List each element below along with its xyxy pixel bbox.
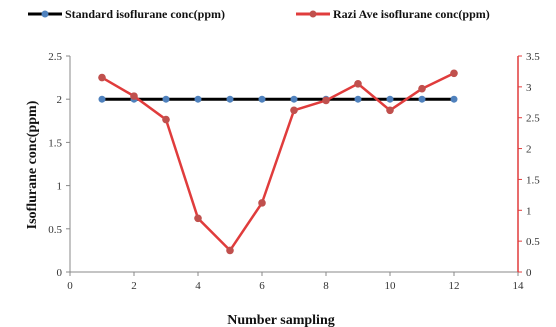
- y-left-tick-label: 2.5: [48, 51, 62, 63]
- x-tick-label: 10: [385, 280, 397, 292]
- y-left-tick-label: 1: [57, 181, 63, 193]
- x-tick-label: 14: [513, 280, 525, 292]
- series-1-point: [226, 95, 234, 103]
- series-2-point: [354, 79, 362, 88]
- x-tick-label: 0: [67, 280, 73, 292]
- series-2-point: [226, 246, 234, 255]
- y-left-tick-label: 0: [57, 267, 63, 279]
- y-axis-title: Isoflurane conc(ppm): [25, 100, 40, 229]
- y-left-tick-label: 1.5: [48, 137, 62, 149]
- series-2-point: [290, 106, 298, 115]
- series-2-point: [322, 96, 330, 105]
- y-right-tick-label: 1: [526, 205, 532, 217]
- legend-marker-1: [41, 10, 49, 18]
- series-2-point: [418, 84, 426, 93]
- series-1-point: [354, 95, 362, 103]
- series-1-point: [258, 95, 266, 103]
- series-1-point: [418, 95, 426, 103]
- y-left-tick-label: 0.5: [48, 224, 62, 236]
- series-1-point: [386, 95, 394, 103]
- series-2-point: [130, 92, 138, 100]
- y-right-tick-label: 0.5: [526, 236, 540, 248]
- legend: Standard isoflurane conc(ppm) Razi Ave is…: [28, 7, 490, 21]
- series-1-point: [450, 95, 458, 103]
- series-1-point: [194, 95, 202, 103]
- series-1-point: [290, 95, 298, 103]
- x-tick-label: 4: [195, 280, 201, 292]
- series-2-point: [258, 199, 266, 207]
- y-right-tick-label: 3: [526, 82, 532, 94]
- x-axis-title: Number sampling: [227, 313, 334, 327]
- series-2-point: [194, 214, 202, 223]
- x-tick-label: 8: [323, 280, 329, 292]
- y-right-tick-label: 2: [526, 144, 532, 156]
- x-tick-label: 2: [131, 280, 137, 292]
- series-2-point: [450, 69, 458, 78]
- series-line-2: [101, 72, 455, 252]
- axes: [66, 55, 522, 276]
- series-1-point: [162, 95, 170, 103]
- y-right-tick-label: 1.5: [526, 174, 540, 186]
- series-1-point: [98, 95, 106, 103]
- x-tick-label: 12: [449, 280, 460, 292]
- legend-label-1: Standard isoflurane conc(ppm): [65, 7, 225, 21]
- series-2-point: [98, 73, 106, 82]
- series-2-point: [386, 106, 394, 115]
- legend-marker-2: [309, 10, 317, 18]
- y-left-tick-label: 2: [57, 94, 63, 106]
- y-right-tick-label: 2.5: [526, 113, 540, 125]
- y-right-tick-label: 0: [526, 267, 532, 279]
- legend-label-2: Razi Ave isoflurane conc(ppm): [333, 7, 490, 21]
- plot-series: [98, 69, 458, 255]
- series-2-point: [162, 115, 170, 124]
- x-tick-label: 6: [259, 280, 265, 292]
- y-right-tick-label: 3.5: [526, 51, 540, 63]
